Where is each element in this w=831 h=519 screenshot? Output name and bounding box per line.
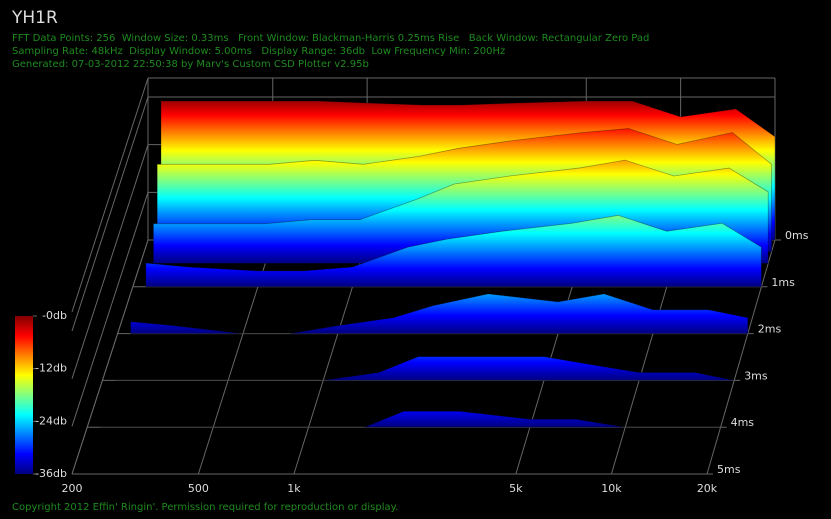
chart-title: YH1R	[11, 8, 58, 28]
colorbar	[15, 316, 33, 474]
colorbar-label: -24db	[35, 414, 67, 427]
colorbar-label: -36db	[35, 467, 67, 480]
colorbar-label: -0db	[42, 309, 67, 322]
x-tick-label: 10k	[601, 482, 622, 495]
y-tick-label: 1ms	[771, 276, 795, 289]
slice	[115, 356, 735, 381]
info-line: Generated: 07-03-2012 22:50:38 by Marv's…	[12, 59, 369, 70]
x-tick-label: 1k	[287, 482, 301, 495]
y-tick-label: 5ms	[717, 463, 741, 476]
info-line: Sampling Rate: 48kHz Display Window: 5.0…	[12, 46, 505, 57]
y-tick-label: 2ms	[758, 323, 782, 336]
surface	[100, 100, 776, 428]
y-tick-label: 4ms	[731, 416, 755, 429]
info-line: FFT Data Points: 256 Window Size: 0.33ms…	[12, 33, 649, 44]
axis-line	[71, 77, 149, 313]
footer: Copyright 2012 Effin' Ringin'. Permissio…	[12, 502, 398, 513]
grid-line	[706, 239, 776, 475]
y-tick-label: 0ms	[785, 229, 809, 242]
slice	[130, 293, 749, 334]
x-tick-label: 200	[62, 482, 83, 495]
x-tick-label: 5k	[509, 482, 523, 495]
y-tick-label: 3ms	[744, 369, 768, 382]
x-tick-label: 20k	[697, 482, 718, 495]
grid-line	[71, 96, 149, 332]
x-tick-label: 500	[188, 482, 209, 495]
grid-line	[71, 144, 149, 379]
colorbar-label: -12db	[35, 362, 67, 375]
slice	[100, 410, 721, 428]
grid-line	[71, 192, 149, 427]
grid-line	[71, 239, 149, 475]
slice	[145, 214, 762, 288]
